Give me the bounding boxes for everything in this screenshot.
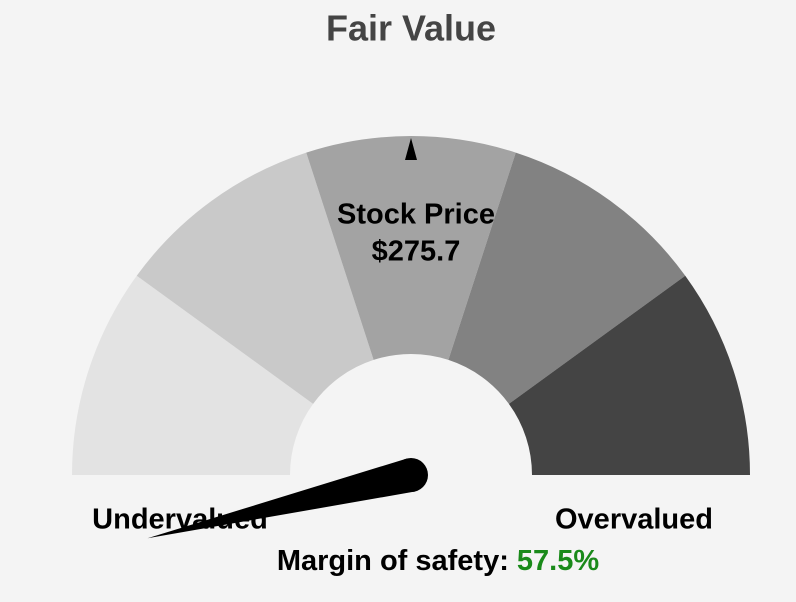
price-label: $275.7 xyxy=(372,236,461,268)
needle-body xyxy=(147,458,415,539)
needle-value: 57.5% xyxy=(517,545,599,577)
needle-label: Margin of safety: xyxy=(277,545,509,577)
needle-hub xyxy=(394,458,428,492)
price-marker xyxy=(405,138,417,160)
gauge-segment xyxy=(508,275,750,475)
gauge-segments xyxy=(72,136,750,475)
needle xyxy=(147,458,428,539)
gauge-segment xyxy=(136,152,374,404)
gauge-segment xyxy=(448,152,686,404)
gauge-segment xyxy=(72,275,314,475)
center-label: Stock Price xyxy=(337,199,495,231)
needle-caption: Margin of safety: 57.5% xyxy=(277,545,600,577)
gauge-segment xyxy=(306,136,516,360)
chart-title: Fair Value xyxy=(326,8,496,49)
right-label: Overvalued xyxy=(555,504,713,536)
